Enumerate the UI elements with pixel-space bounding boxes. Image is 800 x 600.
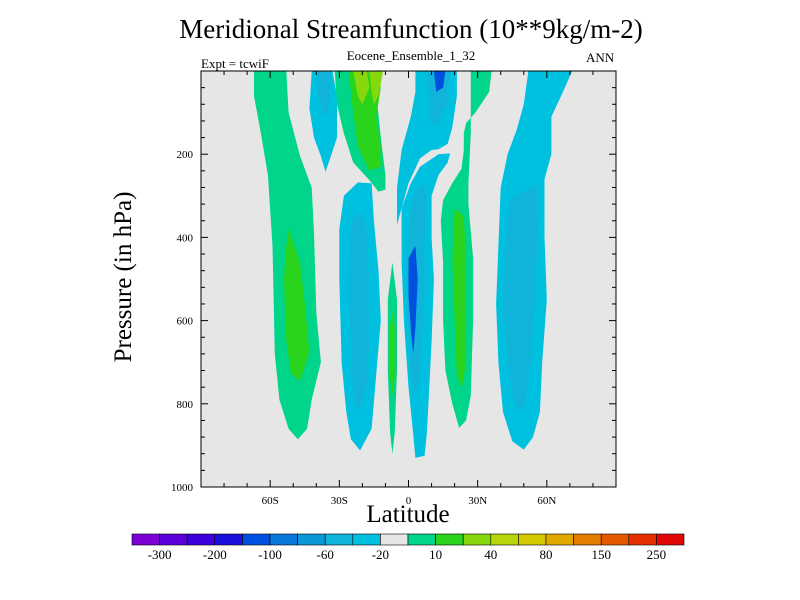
x-tick-label: 30N — [468, 495, 487, 507]
colorbar-swatch — [573, 533, 602, 546]
contour-region — [433, 71, 446, 92]
contour-region — [353, 71, 370, 105]
chart-title: Meridional Streamfunction (10**9kg/m-2) — [179, 14, 643, 44]
colorbar-swatch — [214, 533, 243, 546]
colorbar-swatch — [600, 533, 630, 546]
colorbar-tick-label: 150 — [591, 547, 611, 562]
x-tick-label: 30S — [331, 495, 348, 507]
y-tick-label: 400 — [177, 232, 194, 244]
colorbar-swatch — [324, 533, 354, 546]
contour-region — [284, 229, 310, 381]
contour-layer — [254, 71, 573, 458]
chart-subtitle: Eocene_Ensemble_1_32 — [346, 48, 476, 63]
experiment-label: Expt = tcwiF — [201, 56, 269, 71]
x-axis-label: Latitude — [366, 501, 450, 528]
colorbar-tick-label: -200 — [203, 547, 227, 562]
contour-region — [440, 71, 492, 428]
colorbar-tick-label: -100 — [258, 547, 282, 562]
colorbar-swatch — [435, 533, 464, 546]
colorbar-tick-label: -60 — [317, 547, 334, 562]
colorbar-tick-label: 10 — [429, 547, 442, 562]
contour-region — [369, 71, 384, 105]
colorbar-swatch — [242, 533, 271, 546]
y-tick-label: 600 — [177, 316, 194, 328]
colorbar-swatch — [186, 533, 216, 546]
colorbar-swatch — [462, 533, 492, 546]
x-tick-label: 60N — [537, 495, 556, 507]
colorbar-swatch — [131, 533, 160, 546]
season-label: ANN — [586, 50, 615, 65]
contour-region — [316, 71, 331, 116]
colorbar-tick-label: -20 — [372, 547, 389, 562]
colorbar-swatch — [490, 533, 519, 546]
y-tick-label: 800 — [177, 399, 194, 411]
colorbar-swatch — [518, 533, 547, 546]
colorbar-swatch — [545, 533, 574, 546]
colorbar-tick-label: -300 — [148, 547, 172, 562]
colorbar-swatch — [352, 533, 381, 546]
colorbar-swatch — [407, 533, 436, 546]
colorbar-swatch — [297, 533, 326, 546]
contour-region — [408, 245, 418, 354]
x-tick-label: 0 — [406, 495, 412, 507]
contour-region — [452, 208, 467, 390]
contour-region — [503, 183, 538, 413]
contour-region — [390, 312, 395, 396]
y-tick-label: 200 — [177, 149, 194, 161]
x-tick-label: 60S — [262, 495, 279, 507]
colorbar-swatch — [269, 533, 298, 546]
colorbar-tick-label: 250 — [647, 547, 667, 562]
y-tick-label: 1000 — [171, 482, 194, 494]
colorbar-swatch — [380, 533, 409, 546]
contour-region — [426, 71, 450, 126]
colorbar-swatch — [628, 533, 657, 546]
y-axis-label: Pressure (in hPa) — [110, 191, 137, 363]
colorbar-tick-label: 40 — [484, 547, 497, 562]
colorbar-tick-label: 80 — [540, 547, 553, 562]
colorbar-swatch — [656, 533, 685, 546]
colorbar-swatch — [159, 533, 188, 546]
contour-region — [309, 71, 337, 172]
contour-region — [348, 212, 370, 413]
